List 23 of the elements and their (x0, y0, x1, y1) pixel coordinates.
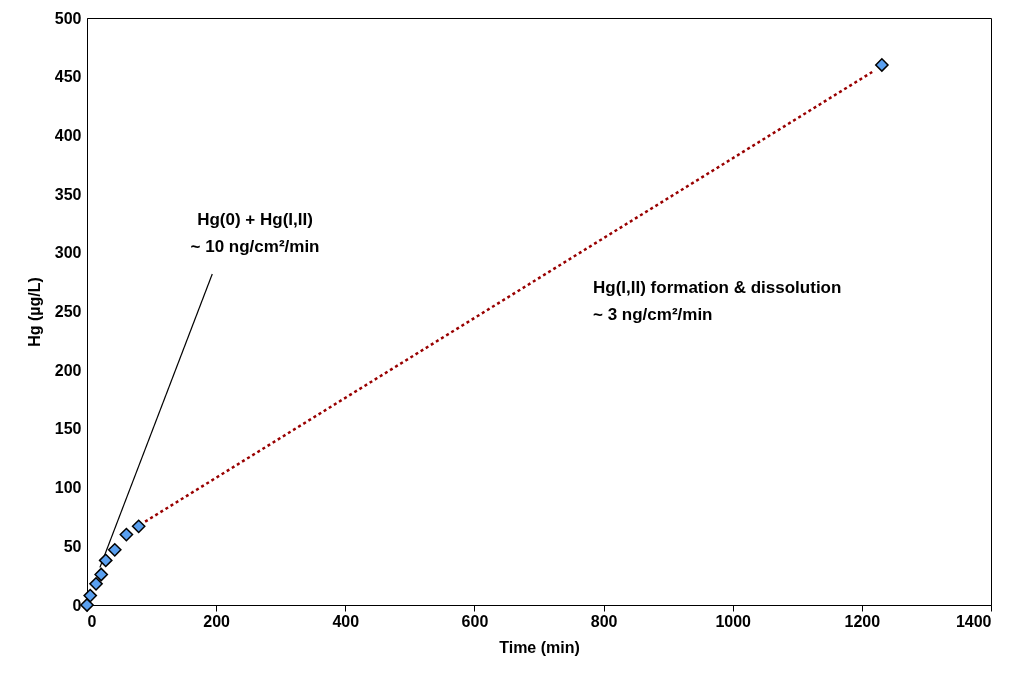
y-tick-label: 100 (54, 479, 82, 497)
y-tick-label: 300 (54, 244, 82, 262)
y-tick-label: 50 (63, 537, 82, 555)
y-tick-label: 450 (54, 68, 82, 86)
y-tick-label: 250 (54, 303, 82, 320)
x-tick-label: 0 (87, 612, 97, 630)
y-tick-label: 200 (54, 361, 82, 379)
x-tick-label: 800 (590, 612, 618, 630)
y-tick-label: 400 (54, 126, 82, 144)
annotation: Hg(I,II) formation & dissolution ~ 3 ng/cm²/min (593, 278, 842, 324)
x-axis-title: Time (min) (499, 638, 580, 656)
x-tick-label: 200 (203, 612, 231, 630)
x-tick-label: 400 (332, 612, 360, 630)
x-tick-label: 1200 (844, 612, 881, 630)
x-tick-label: 600 (461, 612, 489, 630)
x-tick-label: 1000 (715, 612, 752, 630)
annotation: Hg(0) + Hg(I,II) ~ 10 ng/cm²/min (190, 210, 320, 256)
y-tick-label: 500 (54, 9, 82, 27)
y-axis-title: Hg (µg/L) (25, 277, 43, 347)
y-tick-label: 0 (72, 596, 82, 614)
x-tick-label: 1400 (955, 612, 992, 630)
y-tick-label: 150 (54, 420, 82, 438)
y-tick-label: 350 (54, 185, 82, 203)
